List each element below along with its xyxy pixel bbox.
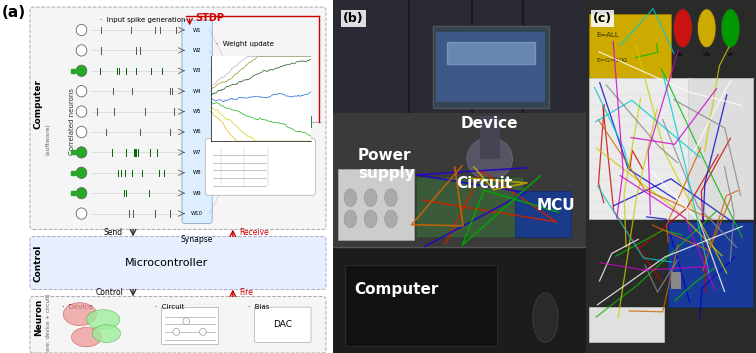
Bar	[161, 307, 218, 344]
Bar	[479, 116, 500, 159]
Text: (b): (b)	[342, 12, 364, 25]
Text: Neuron: Neuron	[34, 299, 43, 336]
Circle shape	[721, 9, 740, 48]
Bar	[688, 78, 753, 219]
Text: W8: W8	[193, 170, 201, 175]
Text: Computer: Computer	[34, 79, 43, 129]
Bar	[515, 191, 571, 237]
Text: Circuit: Circuit	[457, 176, 513, 191]
Text: ·  Bias: · Bias	[248, 304, 269, 310]
Circle shape	[76, 167, 87, 178]
Text: ·  Weight update: · Weight update	[216, 41, 274, 47]
FancyBboxPatch shape	[30, 297, 326, 353]
FancyBboxPatch shape	[205, 138, 315, 195]
Ellipse shape	[64, 303, 97, 325]
Circle shape	[76, 24, 87, 36]
Text: ·  Circuit: · Circuit	[155, 304, 184, 310]
Text: STDP: STDP	[195, 13, 224, 23]
Circle shape	[200, 328, 206, 335]
Circle shape	[364, 189, 377, 207]
Text: (Hardware: device + circuit): (Hardware: device + circuit)	[45, 293, 51, 353]
Text: Computer: Computer	[354, 282, 438, 297]
Text: W2: W2	[193, 48, 201, 53]
Circle shape	[697, 9, 716, 48]
FancyBboxPatch shape	[182, 20, 212, 223]
Text: W9: W9	[193, 191, 201, 196]
Text: DAC: DAC	[273, 320, 293, 329]
FancyBboxPatch shape	[30, 7, 326, 229]
Ellipse shape	[92, 325, 120, 342]
Text: Control: Control	[95, 288, 123, 297]
Circle shape	[257, 112, 275, 132]
Circle shape	[344, 210, 357, 228]
Circle shape	[76, 106, 87, 117]
Text: W10: W10	[191, 211, 203, 216]
Text: W4: W4	[193, 89, 201, 94]
Text: ·  Input spike generation: · Input spike generation	[100, 17, 185, 23]
Ellipse shape	[72, 328, 101, 347]
Text: Vb: Vb	[702, 53, 711, 58]
Text: E=ALL: E=ALL	[596, 32, 619, 38]
Circle shape	[364, 210, 377, 228]
Circle shape	[183, 318, 190, 325]
Circle shape	[76, 208, 87, 219]
FancyBboxPatch shape	[30, 237, 326, 289]
Bar	[345, 265, 497, 346]
Ellipse shape	[467, 138, 513, 180]
Text: Control: Control	[34, 244, 43, 282]
Circle shape	[76, 126, 87, 138]
Text: Correlated neurons: Correlated neurons	[69, 88, 75, 155]
Bar	[333, 0, 586, 141]
Text: Vc: Vc	[727, 53, 734, 58]
Text: MCU: MCU	[536, 198, 575, 213]
Bar	[590, 78, 692, 219]
Text: ·  Neuron control: · Neuron control	[211, 133, 270, 139]
Circle shape	[385, 210, 397, 228]
Text: Device: Device	[461, 116, 519, 131]
Text: W3: W3	[193, 68, 201, 73]
Text: W1: W1	[193, 28, 201, 32]
FancyBboxPatch shape	[255, 307, 311, 342]
Bar	[417, 176, 522, 237]
Text: Power
supply: Power supply	[358, 148, 415, 181]
Bar	[333, 113, 586, 247]
Ellipse shape	[86, 310, 119, 329]
Text: Synapse: Synapse	[181, 235, 213, 244]
Ellipse shape	[533, 293, 558, 342]
Bar	[590, 14, 671, 78]
Text: W7: W7	[193, 150, 201, 155]
FancyBboxPatch shape	[432, 26, 549, 108]
Circle shape	[76, 187, 87, 199]
Text: (a): (a)	[2, 5, 26, 20]
Text: Fire: Fire	[240, 288, 253, 297]
Circle shape	[385, 189, 397, 207]
Bar	[671, 272, 681, 289]
Circle shape	[76, 45, 87, 56]
Bar	[338, 169, 414, 240]
Text: E=G=100: E=G=100	[596, 58, 627, 62]
Bar	[668, 222, 752, 307]
Text: ·  Device: · Device	[61, 304, 92, 310]
Bar	[590, 307, 665, 342]
Text: Send: Send	[104, 228, 123, 237]
Circle shape	[344, 189, 357, 207]
Text: (c): (c)	[593, 12, 612, 25]
Circle shape	[173, 328, 180, 335]
Text: W5: W5	[193, 109, 201, 114]
Bar	[436, 32, 545, 102]
Text: Receive: Receive	[240, 228, 269, 237]
Text: Microcontroller: Microcontroller	[125, 258, 208, 268]
Text: Va: Va	[676, 53, 683, 58]
Text: W6: W6	[193, 130, 201, 134]
Text: $\Sigma$: $\Sigma$	[262, 116, 270, 128]
Text: (software): (software)	[45, 124, 51, 155]
Circle shape	[674, 9, 692, 48]
Circle shape	[76, 85, 87, 97]
Circle shape	[76, 147, 87, 158]
Circle shape	[76, 65, 87, 77]
